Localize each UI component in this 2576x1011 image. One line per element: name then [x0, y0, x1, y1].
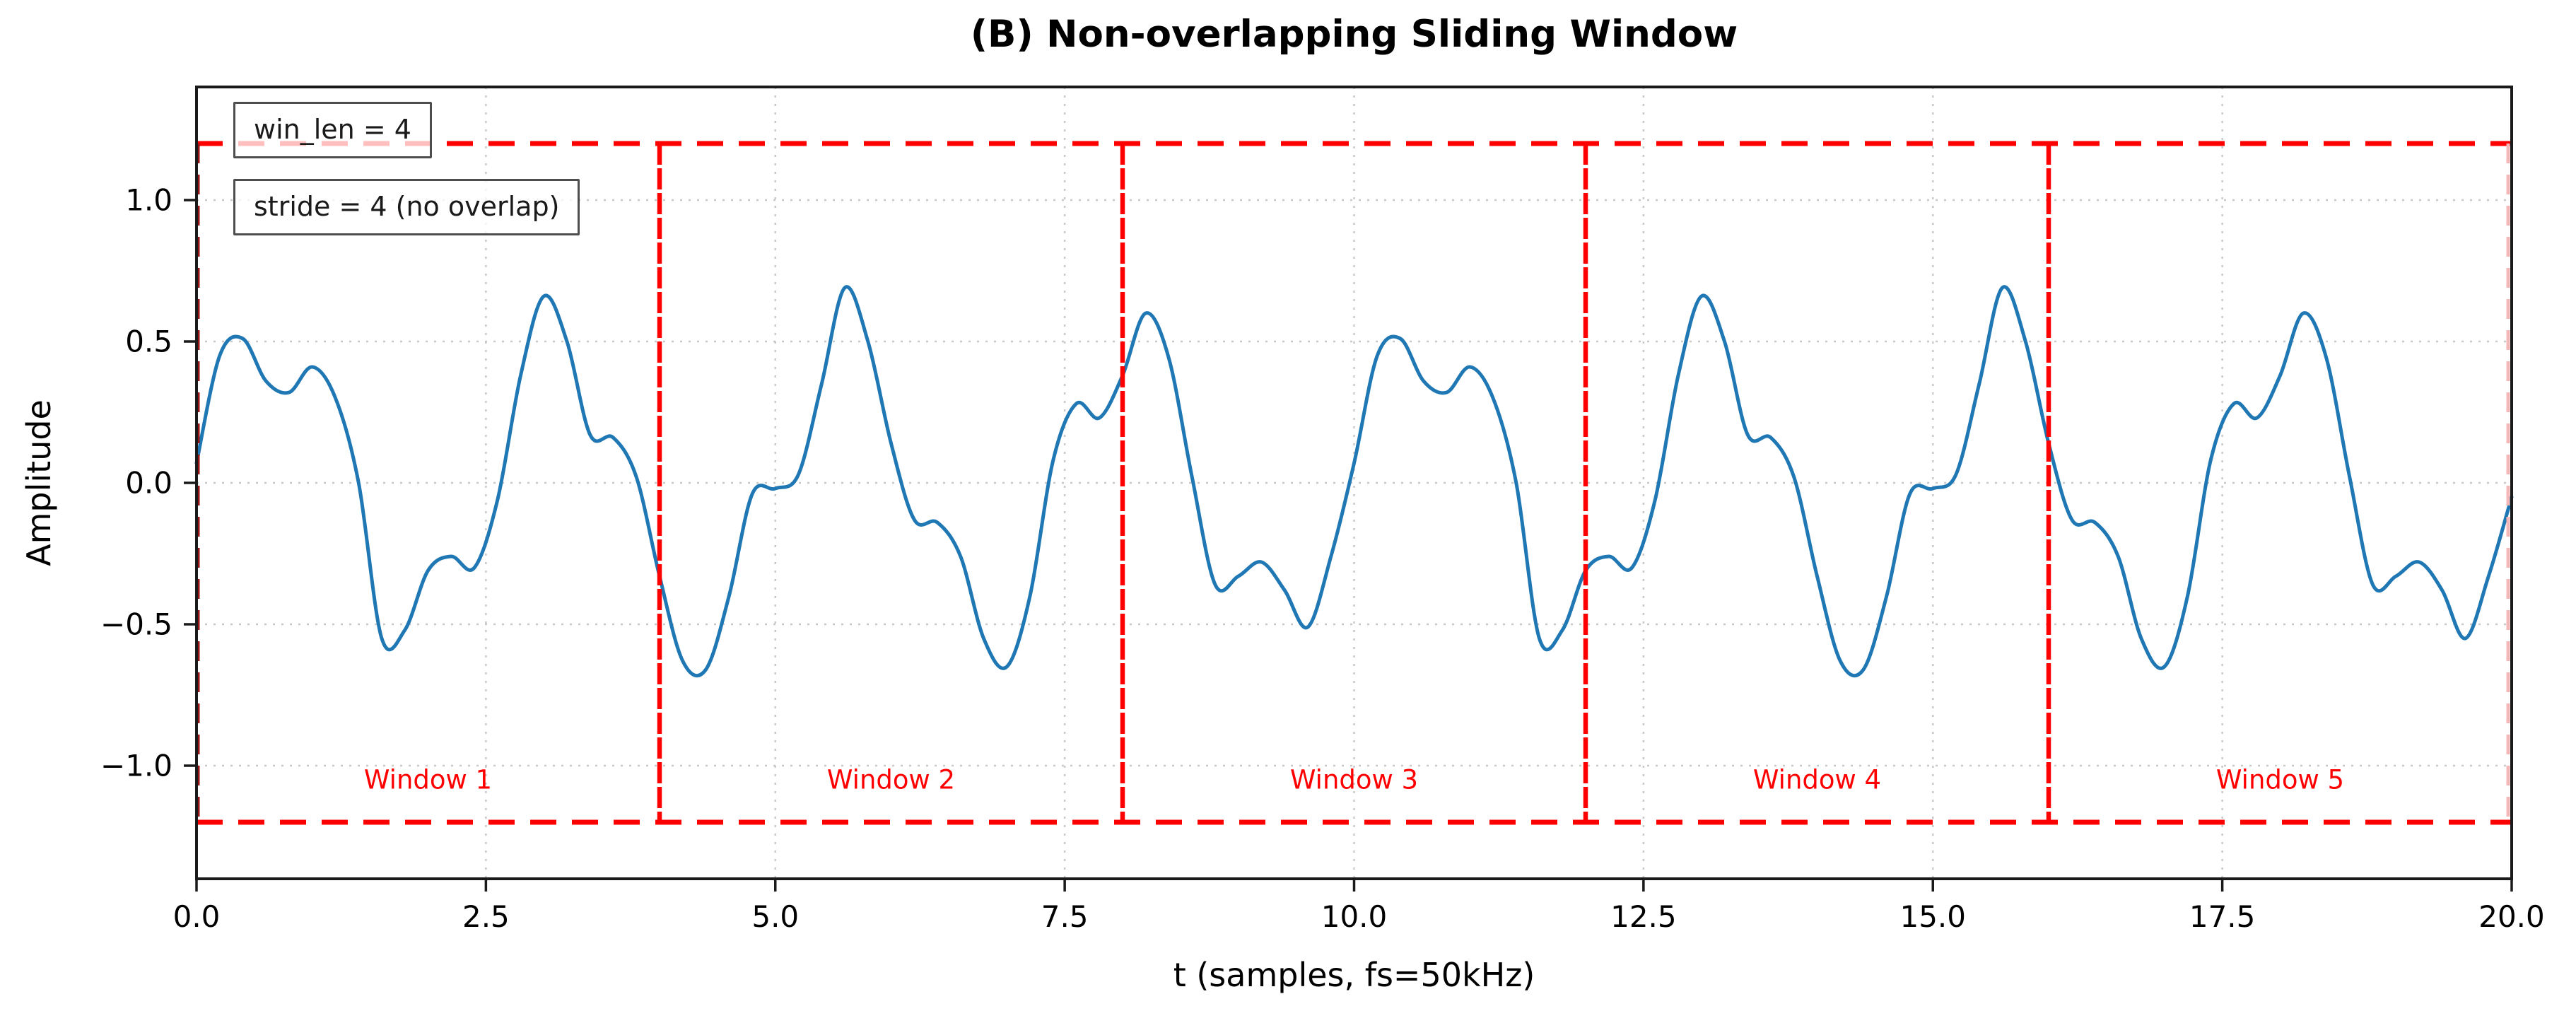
x-tick-label: 20.0	[2478, 899, 2545, 934]
annotation-win-len: win_len = 4	[233, 102, 432, 158]
x-tick-label: 15.0	[1899, 899, 1966, 934]
y-tick-label: −0.5	[100, 607, 172, 642]
x-tick-label: 2.5	[462, 899, 510, 934]
x-tick-label: 7.5	[1041, 899, 1089, 934]
x-tick-label: 5.0	[751, 899, 799, 934]
x-tick-label: 12.5	[1610, 899, 1677, 934]
x-tick-label: 0.0	[173, 899, 221, 934]
y-tick-label: −1.0	[100, 749, 172, 783]
window-label: Window 1	[364, 765, 492, 795]
annotation-stride: stride = 4 (no overlap)	[233, 179, 580, 235]
window-label: Window 5	[2216, 765, 2344, 795]
y-tick-label: 0.0	[125, 466, 172, 501]
y-tick-label: 0.5	[125, 325, 172, 359]
window-label: Window 2	[827, 765, 955, 795]
x-axis-label: t (samples, fs=50kHz)	[1173, 956, 1535, 994]
window-label: Window 3	[1290, 765, 1418, 795]
window-label: Window 4	[1753, 765, 1881, 795]
chart-title: (B) Non-overlapping Sliding Window	[970, 13, 1738, 56]
y-axis-label: Amplitude	[20, 399, 58, 566]
y-tick-label: 1.0	[125, 183, 172, 218]
signal-line	[194, 285, 2514, 678]
x-tick-label: 10.0	[1321, 899, 1388, 934]
x-tick-label: 17.5	[2189, 899, 2256, 934]
